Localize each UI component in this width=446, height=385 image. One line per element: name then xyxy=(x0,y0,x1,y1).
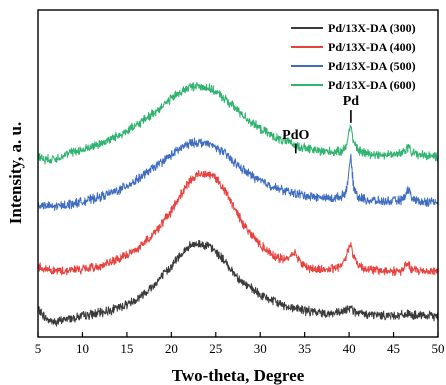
legend-label-2: Pd/13X-DA (400) xyxy=(328,40,416,54)
legend: Pd/13X-DA (300) Pd/13X-DA (400) Pd/13X-DA … xyxy=(291,21,416,92)
series-line-2 xyxy=(38,170,438,277)
x-tick-label: 30 xyxy=(254,341,267,356)
x-tick-label: 45 xyxy=(387,341,400,356)
x-tick-label: 35 xyxy=(298,341,311,356)
x-tick-label: 15 xyxy=(120,341,133,356)
x-tick-label: 40 xyxy=(343,341,356,356)
x-axis: 5 10 15 20 25 30 35 40 45 50 xyxy=(35,332,445,356)
series-line-4 xyxy=(38,82,438,165)
annotation-label: Pd xyxy=(343,94,360,109)
x-tick-label: 10 xyxy=(76,341,89,356)
x-tick-label: 50 xyxy=(432,341,445,356)
annotation-label: PdO xyxy=(282,128,309,143)
legend-label-4: Pd/13X-DA (600) xyxy=(328,78,416,92)
x-tick-label: 5 xyxy=(35,341,42,356)
annotations: PdO Pd xyxy=(282,94,360,154)
x-tick-label: 25 xyxy=(209,341,222,356)
legend-label-1: Pd/13X-DA (300) xyxy=(328,21,416,35)
plot-frame xyxy=(37,9,439,338)
series-line-1 xyxy=(38,239,438,327)
legend-label-3: Pd/13X-DA (500) xyxy=(328,59,416,73)
series-line-3 xyxy=(38,137,438,212)
y-axis-title: Intensity, a. u. xyxy=(6,122,25,225)
x-axis-title: Two-theta, Degree xyxy=(172,366,305,385)
x-tick-label: 20 xyxy=(165,341,178,356)
series-layer xyxy=(38,82,438,327)
